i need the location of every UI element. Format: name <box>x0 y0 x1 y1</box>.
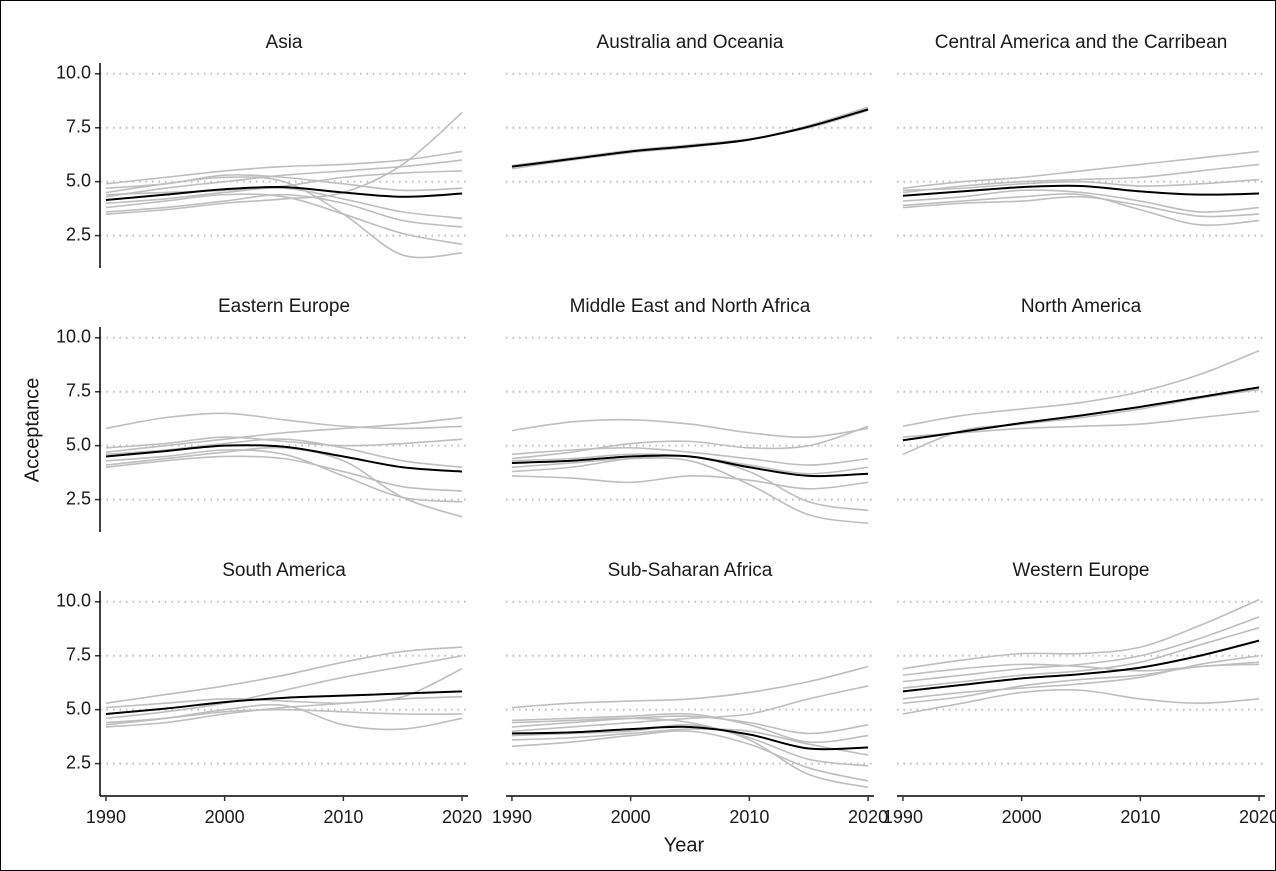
x-tick-label: 2000 <box>1002 807 1042 827</box>
series-line <box>105 646 463 705</box>
x-tick-label: 2000 <box>205 807 245 827</box>
series-line <box>105 159 463 198</box>
series-line <box>902 386 1260 442</box>
y-tick-label: 2.5 <box>66 752 91 772</box>
series-line <box>902 626 1260 689</box>
series-line <box>511 109 869 167</box>
y-tick-label: 7.5 <box>66 380 91 400</box>
series-line <box>105 112 463 215</box>
y-tick-label: 5.0 <box>66 698 91 718</box>
y-tick-label: 10.0 <box>56 591 91 611</box>
series-line <box>105 193 463 246</box>
series-line <box>511 717 869 789</box>
series-line <box>902 163 1260 194</box>
series-line <box>511 730 869 782</box>
series-line <box>511 475 869 490</box>
series-line <box>511 715 869 735</box>
series-line <box>902 349 1260 428</box>
series-line <box>511 685 869 733</box>
series-line <box>902 598 1260 670</box>
facet-title: South America <box>222 560 346 581</box>
y-tick-label: 5.0 <box>66 434 91 454</box>
series-line <box>105 438 463 469</box>
facet-title: Eastern Europe <box>218 296 350 317</box>
series-line <box>511 454 869 478</box>
series-line <box>511 425 869 460</box>
y-tick-label: 10.0 <box>56 63 91 83</box>
y-tick-label: 5.0 <box>66 170 91 190</box>
x-tick-label: 2010 <box>323 807 363 827</box>
x-tick-label: 2010 <box>1120 807 1160 827</box>
series-line <box>902 661 1260 676</box>
series-line <box>511 108 869 168</box>
series-line <box>902 184 1260 197</box>
y-tick-label: 7.5 <box>66 644 91 664</box>
series-line <box>902 195 1260 218</box>
series-line <box>105 150 463 185</box>
x-tick-label: 2020 <box>1239 807 1276 827</box>
facet-title: Asia <box>266 32 303 53</box>
facet-title: Sub-Saharan Africa <box>608 560 773 581</box>
series-line <box>902 654 1260 700</box>
x-tick-label: 1990 <box>86 807 126 827</box>
series-line <box>511 457 869 525</box>
x-tick-label: 2020 <box>848 807 888 827</box>
x-axis-title: Year <box>664 834 705 856</box>
series-line <box>105 455 463 492</box>
series-line <box>105 193 463 228</box>
series-line <box>105 667 463 728</box>
x-tick-label: 2000 <box>611 807 651 827</box>
series-line <box>902 689 1260 715</box>
y-tick-label: 7.5 <box>66 116 91 136</box>
x-tick-label: 1990 <box>492 807 532 827</box>
facet-title: Middle East and North Africa <box>570 296 811 317</box>
series-line <box>902 410 1260 438</box>
facet-title: Central America and the Carribean <box>935 32 1228 53</box>
series-line <box>105 654 463 720</box>
y-tick-label: 10.0 <box>56 327 91 347</box>
series-line <box>105 690 463 715</box>
series-line <box>511 712 869 744</box>
series-line <box>511 725 869 751</box>
series-line <box>902 189 1260 213</box>
series-line <box>902 150 1260 189</box>
series-line <box>511 106 869 170</box>
series-line <box>105 695 463 709</box>
series-line <box>105 170 463 196</box>
series-line <box>105 449 463 503</box>
y-tick-label: 2.5 <box>66 488 91 508</box>
series-line <box>511 723 869 767</box>
series-line <box>105 187 463 220</box>
series-line <box>105 436 463 449</box>
facet-title: Western Europe <box>1013 560 1150 581</box>
series-line <box>511 665 869 709</box>
series-line <box>902 639 1260 693</box>
series-line <box>105 708 463 724</box>
series-line <box>511 418 869 438</box>
x-tick-label: 2010 <box>729 807 769 827</box>
series-line <box>902 388 1260 456</box>
series-line <box>105 416 463 453</box>
series-line <box>511 728 869 756</box>
series-line <box>511 446 869 466</box>
series-line <box>902 178 1260 192</box>
series-line <box>105 174 463 192</box>
series-line <box>902 616 1260 683</box>
x-tick-label: 2020 <box>442 807 482 827</box>
series-line <box>105 412 463 430</box>
y-tick-label: 2.5 <box>66 224 91 244</box>
x-tick-label: 1990 <box>883 807 923 827</box>
y-axis-title: Acceptance <box>21 378 43 483</box>
series-line <box>105 185 463 202</box>
series-line <box>105 444 463 473</box>
facet-title: Australia and Oceania <box>597 32 784 53</box>
series-line <box>902 193 1260 227</box>
facet-title: North America <box>1021 296 1142 317</box>
